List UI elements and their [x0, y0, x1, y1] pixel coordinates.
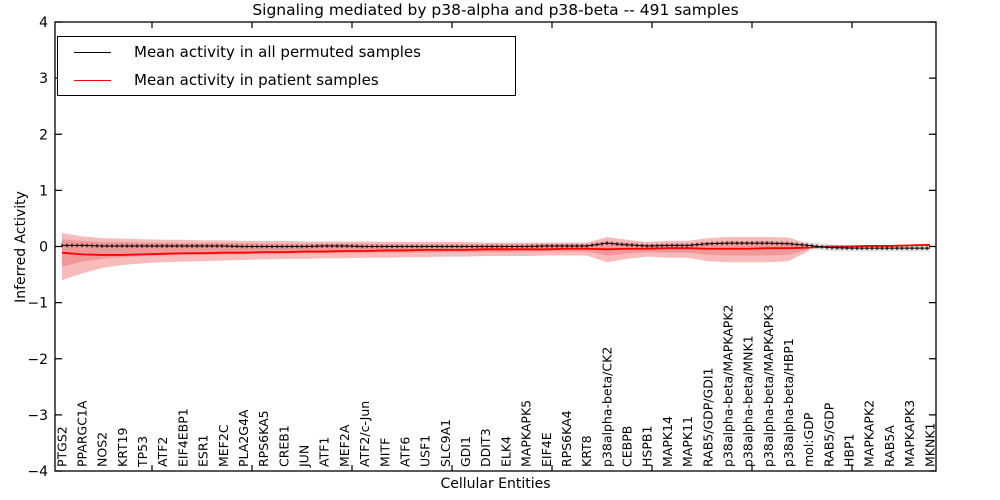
y-tick-label: −4	[27, 464, 48, 480]
x-category-label: USF1	[418, 435, 433, 467]
x-category-label: ELK4	[498, 436, 513, 467]
x-category-label: PTGS2	[54, 426, 69, 467]
x-category-label: PLA2G4A	[236, 409, 251, 467]
legend-label-permuted: Mean activity in all permuted samples	[134, 42, 421, 61]
y-tick-label: −2	[27, 352, 48, 368]
x-category-label: KRT19	[115, 427, 130, 467]
patient-samples-std-band-outer	[62, 233, 809, 281]
patient-line-swatch	[74, 79, 111, 81]
x-category-label: MEF2C	[216, 424, 231, 467]
x-category-label: MAPKAPK5	[519, 400, 534, 467]
x-category-label: ATF6	[397, 437, 412, 467]
x-category-label: ESR1	[196, 435, 211, 467]
x-category-label: mol:GDP	[801, 412, 816, 467]
x-category-label: SLC9A1	[438, 419, 453, 467]
x-category-label: MAPK14	[660, 416, 675, 467]
x-category-label: EIF4EBP1	[175, 408, 190, 467]
permuted-line-tick-texture	[61, 241, 928, 250]
x-category-label: CREB1	[276, 425, 291, 467]
x-category-label: p38alpha-beta/HBP1	[781, 338, 796, 467]
x-category-label: TP53	[135, 436, 150, 468]
y-tick-label: 4	[39, 15, 48, 31]
x-category-label: HSPB1	[640, 426, 655, 467]
x-category-label: NOS2	[95, 432, 110, 467]
y-tick-label: 3	[39, 71, 48, 87]
x-category-label: p38alpha-beta/MAPKAPK2	[720, 305, 735, 468]
y-tick-label: 0	[39, 240, 48, 256]
legend-label-patient: Mean activity in patient samples	[134, 70, 379, 89]
y-axis-label: Inferred Activity	[13, 191, 29, 303]
x-category-label: RAB5/GDP	[821, 402, 836, 467]
x-category-label: DDIT3	[478, 428, 493, 467]
x-category-label: MKNK1	[922, 423, 937, 467]
patient-line	[61, 243, 931, 256]
x-category-label: ATF1	[317, 437, 332, 467]
x-category-label: RAB5/GDP/GDI1	[700, 368, 715, 467]
x-category-label: JUN	[296, 445, 311, 468]
x-category-label: PPARGC1A	[74, 400, 89, 467]
legend: Mean activity in all permuted samples Me…	[57, 36, 516, 96]
x-category-label: KRT8	[579, 435, 594, 467]
x-category-label: CEBPB	[619, 426, 634, 467]
x-category-label: RAB5A	[882, 425, 897, 467]
x-category-label: HBP1	[842, 434, 857, 467]
legend-item-permuted: Mean activity in all permuted samples	[58, 39, 515, 65]
x-category-label: MAPK11	[680, 416, 695, 467]
y-tick-label: 1	[39, 183, 48, 199]
x-category-label: MEF2A	[337, 424, 352, 467]
x-category-label: p38alpha-beta/MAPKAPK3	[761, 305, 776, 468]
x-category-label: MITF	[377, 438, 392, 467]
y-tick-label: −1	[27, 296, 48, 312]
x-category-label: RPS6KA5	[256, 410, 271, 467]
x-category-label: EIF4E	[539, 432, 554, 467]
y-tick-label: −3	[27, 408, 48, 424]
permuted-line-swatch	[74, 51, 111, 53]
x-category-label: p38alpha-beta/MNK1	[741, 335, 756, 467]
x-category-label: ATF2/c-Jun	[357, 401, 372, 467]
x-axis-label: Cellular Entities	[440, 476, 551, 492]
x-category-label: MAPKAPK2	[862, 400, 877, 467]
chart-title: Signaling mediated by p38-alpha and p38-…	[252, 1, 739, 19]
x-category-label: GDI1	[458, 436, 473, 467]
x-category-label: p38alpha-beta/CK2	[599, 347, 614, 467]
x-category-label: ATF2	[155, 437, 170, 467]
x-category-label: RPS6KA4	[559, 410, 574, 467]
legend-item-patient: Mean activity in patient samples	[58, 67, 515, 93]
y-tick-label: 2	[39, 127, 48, 143]
x-category-label: MAPKAPK3	[902, 400, 917, 467]
